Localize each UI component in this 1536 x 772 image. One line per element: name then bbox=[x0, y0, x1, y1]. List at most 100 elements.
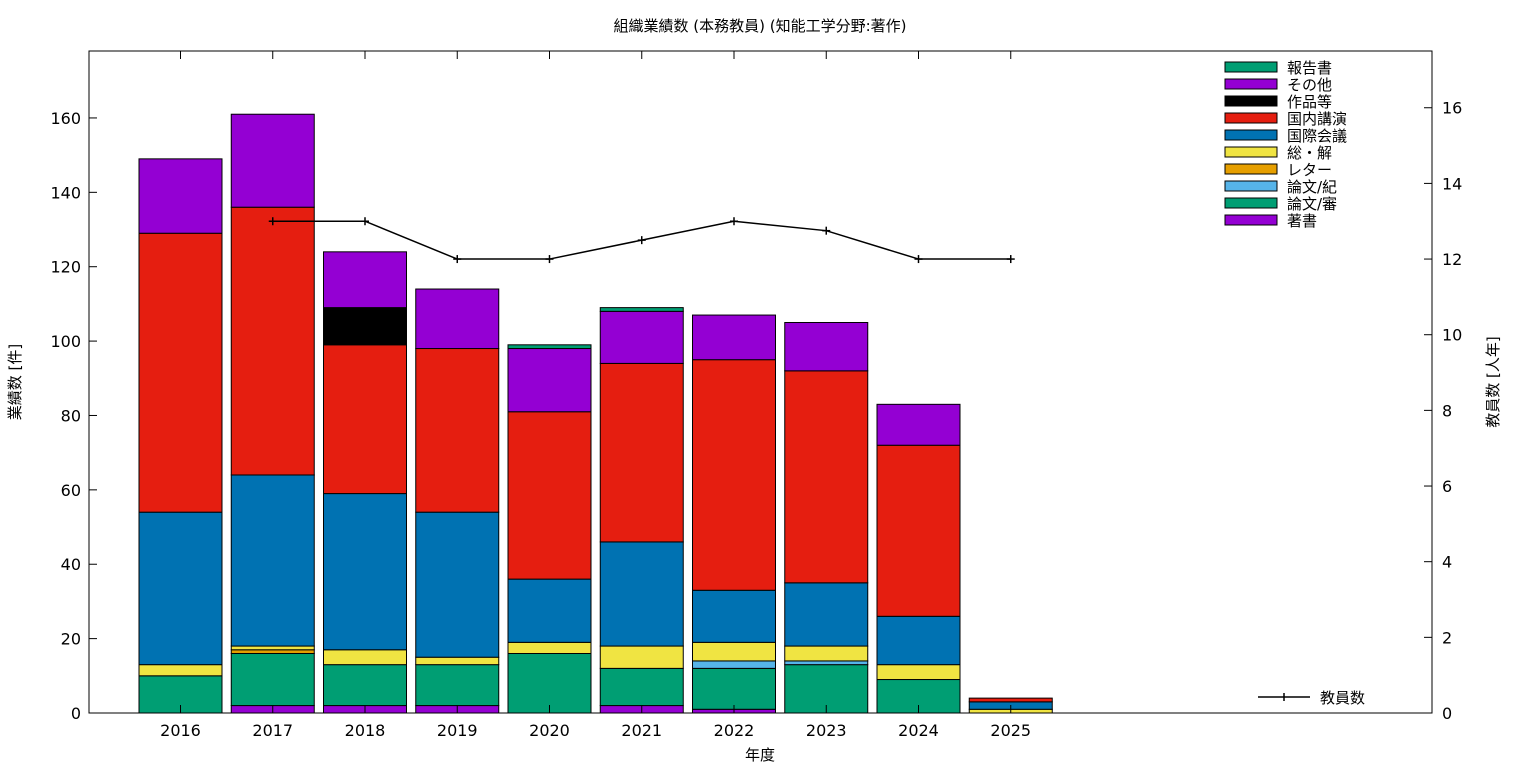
legend-swatch bbox=[1224, 180, 1278, 192]
legend-line-label: 教員数 bbox=[1320, 689, 1365, 707]
y-tick-label: 160 bbox=[50, 109, 81, 128]
x-tick-label: 2020 bbox=[529, 721, 570, 740]
y2-tick-label: 2 bbox=[1442, 628, 1452, 647]
x-tick-label: 2018 bbox=[345, 721, 386, 740]
legend-label: 論文/審 bbox=[1287, 195, 1337, 213]
bar-segment bbox=[230, 645, 315, 651]
bar-segment bbox=[876, 444, 961, 617]
bar-segment bbox=[692, 660, 776, 669]
bar-segment bbox=[323, 344, 407, 495]
bar-segment bbox=[599, 362, 684, 543]
bar-segment bbox=[876, 615, 961, 666]
bar-segment bbox=[599, 667, 684, 707]
bar-segment bbox=[784, 664, 869, 714]
bar-segment bbox=[692, 589, 776, 643]
bar-segment bbox=[784, 370, 869, 584]
bar-segment bbox=[415, 288, 500, 350]
x-axis-title: 年度 bbox=[745, 746, 775, 764]
y-tick-label: 140 bbox=[50, 183, 81, 202]
bar-segment bbox=[507, 344, 592, 350]
bar-segment bbox=[784, 582, 869, 647]
y-tick-label: 40 bbox=[61, 555, 81, 574]
bar-segment bbox=[230, 649, 315, 654]
bar-segment bbox=[415, 511, 500, 658]
chart-title: 組織業績数 (本務教員) (知能工学分野:著作) bbox=[614, 17, 907, 35]
bar-segment bbox=[692, 359, 776, 591]
y-tick-label: 80 bbox=[61, 406, 81, 425]
legend-label: 論文/紀 bbox=[1287, 178, 1337, 196]
legend-swatch bbox=[1224, 146, 1278, 158]
y2-tick-label: 12 bbox=[1442, 250, 1462, 269]
bar-segment bbox=[692, 314, 776, 361]
y-tick-label: 20 bbox=[61, 630, 81, 649]
x-tick-label: 2023 bbox=[806, 721, 847, 740]
bar-segment bbox=[599, 310, 684, 364]
legend-swatch bbox=[1224, 95, 1278, 107]
legend-label: 総・解 bbox=[1287, 144, 1332, 162]
x-tick-label: 2021 bbox=[621, 721, 662, 740]
legend-swatch bbox=[1224, 61, 1278, 73]
bar-segment bbox=[138, 158, 223, 234]
bar-segment bbox=[230, 113, 315, 208]
bar-segment bbox=[784, 660, 869, 666]
y-tick-label: 60 bbox=[61, 481, 81, 500]
bar-segment bbox=[876, 664, 961, 681]
legend-label: レター bbox=[1287, 161, 1332, 179]
bar-segment bbox=[692, 667, 776, 710]
y-axis-title: 業績数 [件] bbox=[6, 344, 24, 420]
bar-segment bbox=[138, 232, 223, 513]
legend-swatch bbox=[1224, 214, 1278, 226]
y2-tick-label: 10 bbox=[1442, 326, 1462, 345]
bar-segment bbox=[138, 511, 223, 666]
bars-layer bbox=[138, 113, 1053, 714]
bar-segment bbox=[323, 664, 407, 707]
y2-tick-label: 14 bbox=[1442, 174, 1462, 193]
bar-segment bbox=[692, 641, 776, 662]
bar-segment bbox=[138, 664, 223, 677]
bar-segment bbox=[323, 251, 407, 309]
bar-segment bbox=[323, 493, 407, 651]
bar-segment bbox=[415, 664, 500, 707]
line-layer bbox=[268, 217, 1015, 264]
legend-label: 国際会議 bbox=[1287, 127, 1347, 145]
y2-axis-title: 教員数 [人年] bbox=[1484, 336, 1502, 427]
y2-tick-label: 4 bbox=[1442, 553, 1452, 572]
legend-swatch bbox=[1224, 163, 1278, 175]
bar-segment bbox=[599, 307, 684, 312]
y2-tick-label: 8 bbox=[1442, 401, 1452, 420]
bar-segment bbox=[968, 697, 1053, 703]
legend-swatch bbox=[1224, 197, 1278, 209]
bar-segment bbox=[230, 474, 315, 647]
x-tick-label: 2019 bbox=[437, 721, 478, 740]
legend-swatch bbox=[1224, 112, 1278, 124]
legend-label: 作品等 bbox=[1287, 93, 1332, 111]
bar-segment bbox=[507, 578, 592, 643]
x-tick-label: 2025 bbox=[990, 721, 1031, 740]
legend-label: その他 bbox=[1287, 76, 1332, 94]
bar-segment bbox=[230, 206, 315, 476]
bar-segment bbox=[599, 541, 684, 647]
legend-label: 報告書 bbox=[1287, 59, 1332, 77]
bar-segment bbox=[415, 348, 500, 513]
legend-label: 国内講演 bbox=[1287, 110, 1347, 128]
axis-layer: 0 20 40 60 80 100 120 140 160 0 2 4 6 8 10 12 14 16 2016 20… bbox=[50, 51, 1462, 740]
bar-segment bbox=[784, 645, 869, 662]
bar-segment bbox=[507, 348, 592, 413]
legend-swatch bbox=[1224, 78, 1278, 90]
bar-segment bbox=[230, 652, 315, 707]
y2-tick-label: 6 bbox=[1442, 477, 1452, 496]
y-tick-label: 120 bbox=[50, 258, 81, 277]
y-tick-label: 0 bbox=[71, 704, 81, 723]
x-tick-label: 2022 bbox=[714, 721, 755, 740]
bar-segment bbox=[784, 321, 869, 372]
legend-swatch bbox=[1224, 129, 1278, 141]
bar-segment bbox=[323, 307, 407, 346]
x-tick-label: 2024 bbox=[898, 721, 939, 740]
bar-segment bbox=[599, 645, 684, 669]
bar-segment bbox=[876, 403, 961, 446]
bar-segment bbox=[415, 656, 500, 666]
x-tick-label: 2016 bbox=[160, 721, 201, 740]
